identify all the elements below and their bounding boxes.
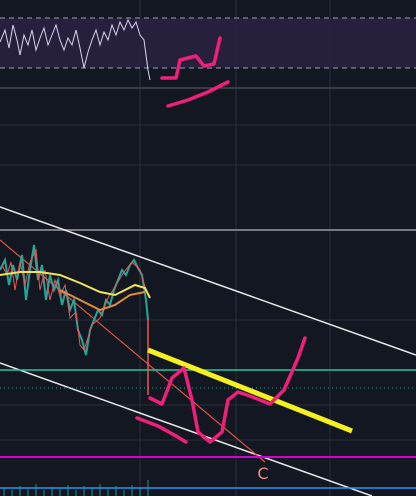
yellow-drawing — [147, 347, 353, 434]
moving-average-2 — [59, 289, 146, 312]
channel-lower — [0, 362, 373, 496]
channel-upper — [0, 206, 416, 356]
rsi-line — [0, 18, 151, 81]
rsi-underline — [166, 80, 230, 108]
price-underline — [135, 416, 188, 444]
moving-average — [0, 271, 151, 299]
volume — [3, 480, 149, 496]
rsi-band — [0, 18, 416, 68]
pink-drawings — [135, 36, 307, 444]
volume-bars — [3, 480, 149, 496]
price-scribble — [148, 336, 307, 444]
rsi-scribble — [160, 36, 222, 80]
wave-label: C — [257, 464, 268, 483]
